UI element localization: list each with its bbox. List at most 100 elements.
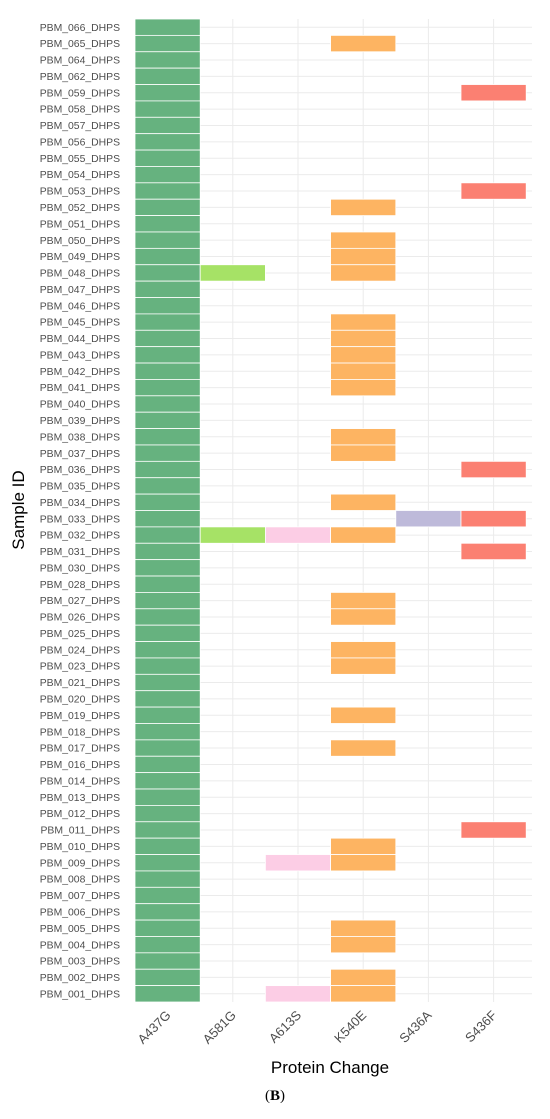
y-tick-label: PBM_026_DHPS bbox=[40, 613, 120, 624]
heatmap-cell bbox=[330, 34, 397, 53]
x-tick-label: A437G bbox=[134, 1008, 173, 1047]
y-tick-label: PBM_008_DHPS bbox=[40, 875, 120, 886]
y-tick-label: PBM_056_DHPS bbox=[40, 137, 120, 148]
y-tick-label: PBM_019_DHPS bbox=[40, 711, 120, 722]
heatmap-cell bbox=[134, 886, 201, 905]
y-tick-label: PBM_011_DHPS bbox=[40, 826, 120, 837]
y-tick-label: PBM_025_DHPS bbox=[40, 629, 120, 640]
heatmap-cell bbox=[134, 329, 201, 348]
y-tick-label: PBM_001_DHPS bbox=[40, 989, 120, 1000]
heatmap-cell bbox=[134, 673, 201, 692]
heatmap-cell bbox=[330, 837, 397, 855]
heatmap-cell bbox=[330, 444, 397, 462]
y-tick-label: PBM_065_DHPS bbox=[40, 39, 120, 50]
y-tick-label: PBM_017_DHPS bbox=[40, 744, 120, 755]
caption-label: B bbox=[269, 1088, 280, 1104]
heatmap-cell bbox=[134, 526, 201, 544]
figure-caption: (B) bbox=[0, 1088, 550, 1105]
y-tick-label: PBM_052_DHPS bbox=[40, 203, 120, 214]
heatmap-cell bbox=[134, 723, 201, 741]
y-tick-label: PBM_047_DHPS bbox=[40, 285, 120, 296]
heatmap-cell bbox=[134, 592, 201, 610]
y-tick-label: PBM_028_DHPS bbox=[40, 580, 120, 591]
heatmap-cell bbox=[199, 264, 266, 282]
heatmap-cell bbox=[134, 919, 201, 937]
heatmap-cell bbox=[330, 608, 397, 626]
y-tick-label: PBM_041_DHPS bbox=[40, 383, 120, 394]
y-tick-label: PBM_027_DHPS bbox=[40, 596, 120, 607]
heatmap-cell bbox=[330, 247, 397, 266]
y-tick-label: PBM_018_DHPS bbox=[40, 727, 120, 738]
heatmap-cell bbox=[134, 821, 201, 839]
y-tick-label: PBM_044_DHPS bbox=[40, 334, 120, 345]
heatmap-cell bbox=[134, 837, 201, 855]
heatmap-cell bbox=[330, 641, 397, 659]
heatmap-cell bbox=[460, 821, 527, 839]
y-tick-label: PBM_062_DHPS bbox=[40, 72, 120, 83]
heatmap-cell bbox=[460, 510, 527, 528]
caption-open: ( bbox=[264, 1088, 270, 1104]
heatmap-cell bbox=[330, 379, 397, 397]
heatmap-cell bbox=[134, 133, 201, 151]
heatmap-cell bbox=[134, 575, 201, 593]
heatmap-cell bbox=[134, 346, 201, 364]
heatmap-cell bbox=[330, 592, 397, 610]
y-tick-label: PBM_033_DHPS bbox=[40, 514, 120, 525]
y-tick-label: PBM_048_DHPS bbox=[40, 269, 120, 280]
y-tick-label: PBM_038_DHPS bbox=[40, 432, 120, 443]
heatmap-cell bbox=[395, 510, 462, 528]
y-tick-label: PBM_059_DHPS bbox=[40, 88, 120, 99]
heatmap-cell bbox=[134, 460, 201, 479]
heatmap-cell bbox=[134, 231, 201, 249]
heatmap-cell bbox=[134, 903, 201, 921]
heatmap-cell bbox=[330, 526, 397, 544]
heatmap-cell bbox=[330, 428, 397, 446]
x-tick-labels: A437G A581G A613S K540E S436A S436F bbox=[134, 1007, 499, 1046]
heatmap-cell bbox=[134, 264, 201, 282]
heatmap-cell bbox=[134, 379, 201, 397]
y-tick-label: PBM_012_DHPS bbox=[40, 809, 120, 820]
y-tick-label: PBM_034_DHPS bbox=[40, 498, 120, 509]
y-axis-label: Sample ID bbox=[9, 470, 28, 549]
y-tick-label: PBM_032_DHPS bbox=[40, 531, 120, 542]
heatmap-cell bbox=[134, 149, 201, 167]
heatmap-cell bbox=[134, 166, 201, 184]
heatmap-cell bbox=[134, 985, 201, 1003]
y-tick-label: PBM_049_DHPS bbox=[40, 252, 120, 263]
heatmap-cell bbox=[134, 215, 201, 233]
heatmap-cell bbox=[330, 936, 397, 954]
heatmap-cell bbox=[134, 100, 201, 118]
y-tick-label: PBM_016_DHPS bbox=[40, 760, 120, 771]
y-tick-label: PBM_005_DHPS bbox=[40, 924, 120, 935]
y-tick-label: PBM_051_DHPS bbox=[40, 219, 120, 230]
heatmap-cell bbox=[330, 739, 397, 757]
heatmap-cell bbox=[330, 854, 397, 872]
y-tick-label: PBM_045_DHPS bbox=[40, 318, 120, 329]
heatmap-cell bbox=[134, 428, 201, 446]
heatmap-cell bbox=[264, 854, 331, 872]
y-tick-label: PBM_009_DHPS bbox=[40, 858, 120, 869]
heatmap-cell bbox=[460, 460, 527, 479]
heatmap-cell bbox=[134, 755, 201, 774]
heatmap-cell bbox=[199, 526, 266, 544]
y-tick-label: PBM_003_DHPS bbox=[40, 957, 120, 968]
caption-close: ) bbox=[280, 1088, 285, 1104]
heatmap-cell bbox=[134, 362, 201, 380]
y-tick-label: PBM_023_DHPS bbox=[40, 662, 120, 673]
heatmap-cell bbox=[134, 477, 201, 495]
heatmap-cell bbox=[134, 313, 201, 331]
heatmap-cell bbox=[330, 985, 397, 1003]
heatmap-cell bbox=[330, 313, 397, 331]
heatmap-cell bbox=[134, 706, 201, 724]
x-tick-label: S436A bbox=[396, 1007, 434, 1045]
heatmap-cell bbox=[134, 18, 201, 36]
heatmap-cell bbox=[134, 936, 201, 954]
heatmap-cell bbox=[330, 198, 397, 216]
y-tick-label: PBM_035_DHPS bbox=[40, 482, 120, 493]
heatmap-cell bbox=[460, 542, 527, 561]
heatmap-cell bbox=[134, 952, 201, 970]
y-tick-label: PBM_006_DHPS bbox=[40, 907, 120, 918]
heatmap-cell bbox=[134, 510, 201, 528]
y-tick-label: PBM_024_DHPS bbox=[40, 645, 120, 656]
x-tick-label: A613S bbox=[266, 1007, 304, 1045]
